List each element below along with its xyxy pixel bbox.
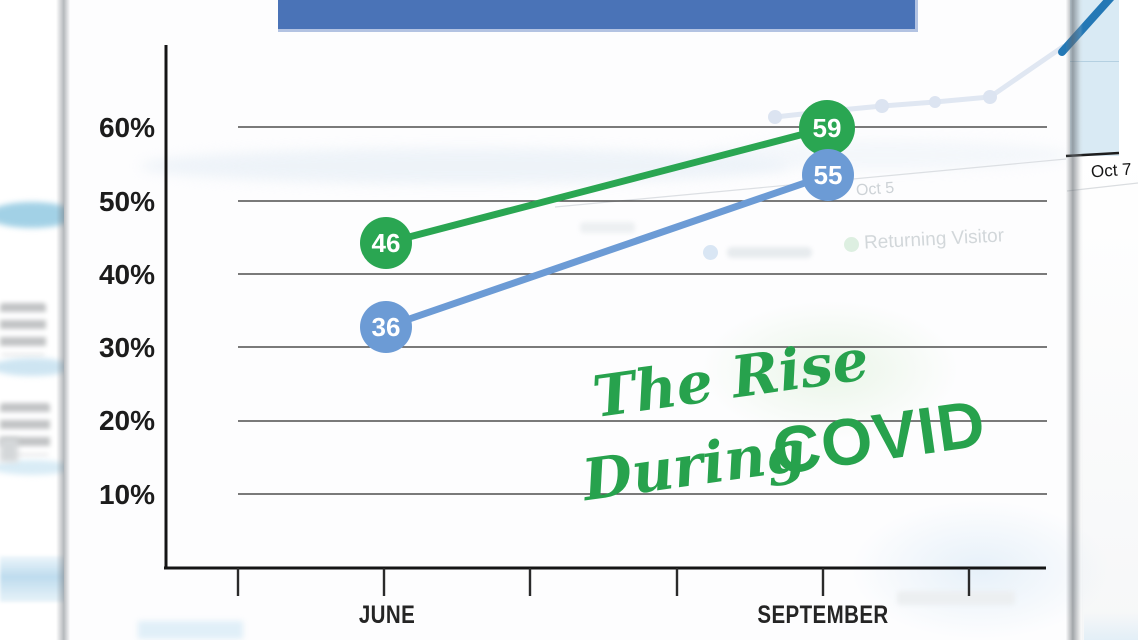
background-sparkline-left [0,556,66,602]
svg-text:55: 55 [814,160,843,190]
data-point-blue-june: 36 [360,301,412,353]
svg-text:59: 59 [813,113,842,143]
x-label-september: SEPTEMBER [757,601,889,629]
x-label-june: JUNE [358,601,416,629]
panel-left-edge-shadow [56,0,70,640]
background-blurred-text [0,303,46,355]
background-blurred-text [0,438,18,462]
y-tick-label: 50% [98,186,155,217]
faded-background-pie-haze [700,300,960,440]
title-banner [278,0,918,32]
faded-legend-dot-green-icon [844,237,859,252]
background-sparkline-left [0,358,72,376]
date-label-oct7: Oct 7 [1090,159,1133,182]
gridlines [238,126,1047,495]
panel-right-edge-shadow [1066,0,1083,640]
y-tick-label: 40% [98,259,155,290]
blue-series-line [382,171,832,331]
data-point-green-september: 59 [799,100,855,156]
y-tick-label: 20% [98,405,155,436]
faded-background-band [138,621,243,639]
faded-legend-text-blob [727,247,812,258]
y-axis-labels: 60% 50% 40% 30% 20% 10% [70,0,155,640]
data-point-green-june: 46 [360,217,412,269]
faded-legend-dot-blue-icon [703,245,718,260]
data-point-blue-september: 55 [802,149,854,201]
green-series-line [382,124,831,247]
faded-background-text [580,222,635,233]
y-tick-label: 10% [98,479,155,510]
svg-text:36: 36 [372,312,401,342]
background-area-chart-gridline [1068,61,1119,62]
faded-background-text [897,591,1015,605]
y-tick-label: 60% [98,112,155,143]
svg-text:46: 46 [372,228,401,258]
x-axis-ticks [236,568,971,596]
background-sparkline-left [0,460,72,475]
y-tick-label: 30% [98,332,155,363]
